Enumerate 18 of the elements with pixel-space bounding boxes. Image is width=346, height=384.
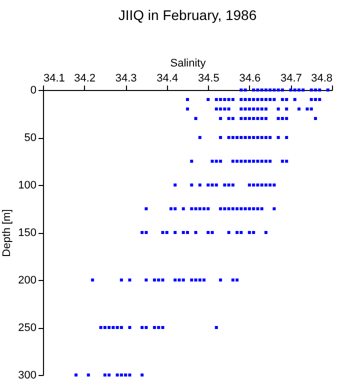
x-tick-label: 34.3 bbox=[115, 72, 137, 84]
y-tick-label: 0 bbox=[30, 84, 36, 96]
x-axis-title: Salinity bbox=[170, 58, 206, 70]
y-tick-label: 300 bbox=[18, 370, 36, 382]
chart-title: JIIQ in February, 1986 bbox=[118, 7, 257, 23]
y-tick-label: 200 bbox=[18, 274, 36, 286]
x-tick-label: 34.7 bbox=[280, 72, 302, 84]
y-tick-label: 150 bbox=[18, 227, 36, 239]
y-axis-title: Depth [m] bbox=[1, 209, 14, 257]
x-tick-label: 34.1 bbox=[44, 72, 65, 84]
y-tick-label: 250 bbox=[18, 322, 36, 334]
x-tick-label: 34.2 bbox=[74, 72, 96, 84]
x-tick-label: 34.4 bbox=[156, 72, 178, 84]
x-tick-label: 34.5 bbox=[198, 72, 220, 84]
x-tick-label: 34.8 bbox=[311, 72, 332, 84]
x-tick-label: 34.6 bbox=[239, 72, 261, 84]
y-tick-label: 50 bbox=[24, 132, 36, 144]
y-tick-label: 100 bbox=[18, 180, 36, 192]
